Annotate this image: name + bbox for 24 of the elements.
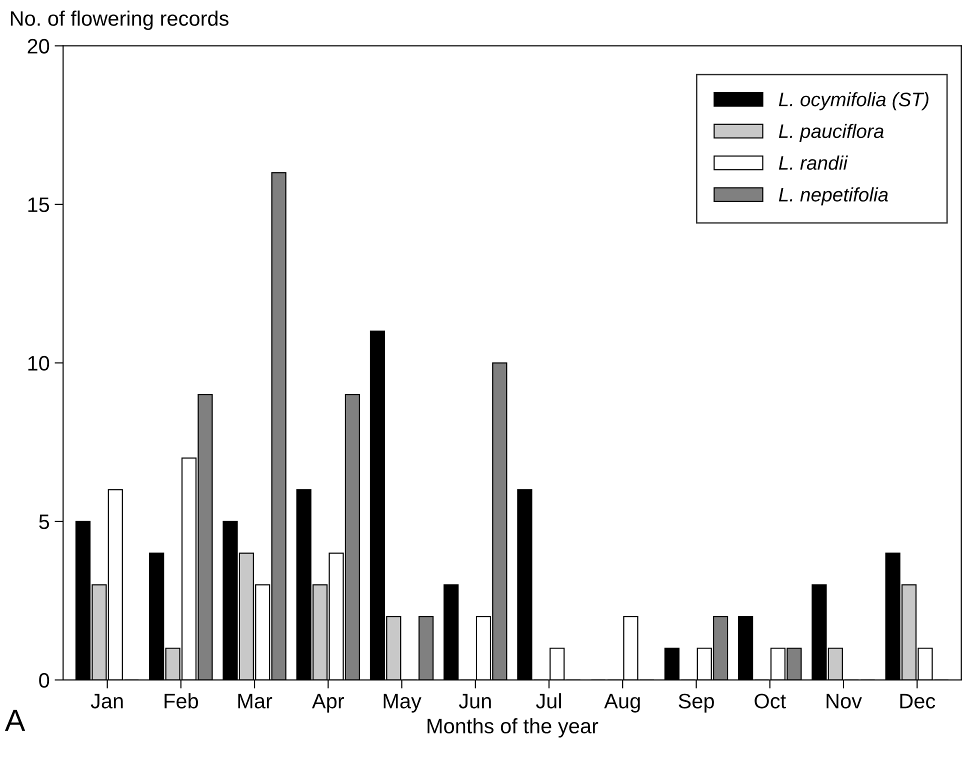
x-axis-title: Months of the year [428, 718, 598, 738]
x-tick-label: Nov [826, 694, 862, 708]
x-tick-label: Jul [536, 693, 561, 708]
y-tick-label: 20 [28, 38, 50, 54]
x-tick-label: Mar [238, 694, 272, 708]
x-tick-label: Jun [458, 694, 491, 708]
x-tick-label: Aug [604, 694, 640, 713]
x-tick-label: Feb [164, 693, 198, 708]
x-tick-label: Sep [678, 694, 714, 713]
x-tick-label: Jan [90, 694, 123, 708]
text: A [4, 710, 26, 731]
y-tick-label: 15 [28, 198, 50, 212]
y-axis-title: No. of flowering records [10, 10, 228, 30]
legend-label: L. randii [778, 156, 848, 170]
y-tick-label: 0 [39, 672, 50, 688]
legend-label: L. ocymifolia (ST) [778, 92, 928, 110]
legend-label: L. pauciflora [778, 124, 884, 142]
x-tick-label: Apr [312, 694, 344, 713]
x-tick-label: Oct [754, 694, 786, 708]
y-tick-label: 10 [28, 356, 50, 371]
x-tick-label: Dec [900, 694, 936, 708]
legend-label: L. nepetifolia [778, 187, 888, 206]
x-tick-label: May [384, 694, 422, 713]
y-tick-label: 5 [39, 514, 50, 530]
